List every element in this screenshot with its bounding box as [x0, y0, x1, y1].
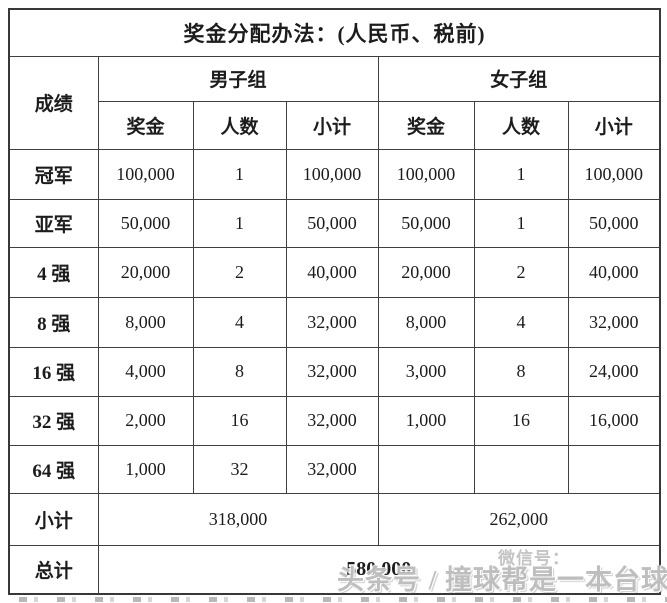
table-row-top8: 8 强 8,000 4 32,000 8,000 4 32,000: [8, 296, 661, 348]
men-subtotal-cell: 32,000: [285, 395, 379, 446]
men-subtotal-cell: 32,000: [285, 346, 379, 397]
prize-distribution-table: 奖金分配办法：(人民币、税前) 成绩 男子组 女子组 奖金 人数 小计 奖金 人…: [8, 8, 662, 595]
women-prize-cell: 100,000: [377, 148, 475, 200]
women-prize-cell: 20,000: [377, 246, 475, 298]
men-subtotal-cell: 100,000: [285, 148, 379, 200]
women-count-cell: 1: [473, 148, 569, 200]
women-prize-cell: 50,000: [377, 198, 475, 248]
women-prize-cell: 3,000: [377, 346, 475, 397]
men-prize-cell: 1,000: [97, 444, 194, 494]
men-subtotal-cell: 50,000: [285, 198, 379, 248]
women-subtotal-cell: 50,000: [567, 198, 661, 248]
table-title: 奖金分配办法：(人民币、税前): [8, 8, 661, 57]
men-count-cell: 4: [192, 296, 287, 348]
men-prize-cell: 8,000: [97, 296, 194, 348]
women-count-cell: 16: [473, 395, 569, 446]
women-subtotal-cell: 32,000: [567, 296, 661, 348]
men-prize-cell: 100,000: [97, 148, 194, 200]
men-group-subtotal-cell: 318,000: [97, 492, 379, 546]
women-prize-cell: [377, 444, 475, 494]
men-subtotal-cell: 32,000: [285, 296, 379, 348]
men-count-cell: 8: [192, 346, 287, 397]
women-count-cell: [473, 444, 569, 494]
women-group-header: 女子组: [377, 55, 661, 102]
men-subtotal-header: 小计: [285, 100, 379, 150]
women-subtotal-cell: 100,000: [567, 148, 661, 200]
women-subtotal-header: 小计: [567, 100, 661, 150]
total-label-cell: 总计: [8, 544, 99, 595]
women-count-header: 人数: [473, 100, 569, 150]
men-count-header: 人数: [192, 100, 287, 150]
table-row-total: 总计 580,000: [8, 544, 661, 595]
score-column-header: 成绩: [8, 55, 99, 150]
table-row-subtotal: 小计 318,000 262,000: [8, 492, 661, 546]
rank-cell: 冠军: [8, 148, 99, 200]
women-count-cell: 2: [473, 246, 569, 298]
men-subtotal-cell: 32,000: [285, 444, 379, 494]
men-count-cell: 1: [192, 198, 287, 248]
men-count-cell: 32: [192, 444, 287, 494]
men-subtotal-cell: 40,000: [285, 246, 379, 298]
rank-cell: 16 强: [8, 346, 99, 397]
women-prize-header: 奖金: [377, 100, 475, 150]
women-count-cell: 1: [473, 198, 569, 248]
table-row-top4: 4 强 20,000 2 40,000 20,000 2 40,000: [8, 246, 661, 298]
men-prize-cell: 4,000: [97, 346, 194, 397]
table-row-runner-up: 亚军 50,000 1 50,000 50,000 1 50,000: [8, 198, 661, 248]
men-group-header: 男子组: [97, 55, 379, 102]
rank-cell: 亚军: [8, 198, 99, 248]
men-prize-cell: 2,000: [97, 395, 194, 446]
men-count-cell: 16: [192, 395, 287, 446]
women-count-cell: 4: [473, 296, 569, 348]
cropped-text-remnants: [0, 597, 667, 602]
men-count-cell: 2: [192, 246, 287, 298]
women-subtotal-cell: [567, 444, 661, 494]
subtotal-label-cell: 小计: [8, 492, 99, 546]
rank-cell: 8 强: [8, 296, 99, 348]
table-row-top16: 16 强 4,000 8 32,000 3,000 8 24,000: [8, 346, 661, 397]
women-subtotal-cell: 24,000: [567, 346, 661, 397]
women-group-subtotal-cell: 262,000: [377, 492, 661, 546]
men-count-cell: 1: [192, 148, 287, 200]
table-row-top64: 64 强 1,000 32 32,000: [8, 444, 661, 494]
men-prize-cell: 20,000: [97, 246, 194, 298]
women-subtotal-cell: 16,000: [567, 395, 661, 446]
men-prize-cell: 50,000: [97, 198, 194, 248]
women-subtotal-cell: 40,000: [567, 246, 661, 298]
men-prize-header: 奖金: [97, 100, 194, 150]
rank-cell: 64 强: [8, 444, 99, 494]
women-prize-cell: 1,000: [377, 395, 475, 446]
rank-cell: 32 强: [8, 395, 99, 446]
table-row-top32: 32 强 2,000 16 32,000 1,000 16 16,000: [8, 395, 661, 446]
grand-total-cell: 580,000: [97, 544, 661, 595]
women-prize-cell: 8,000: [377, 296, 475, 348]
rank-cell: 4 强: [8, 246, 99, 298]
table-row-champion: 冠军 100,000 1 100,000 100,000 1 100,000: [8, 148, 661, 200]
women-count-cell: 8: [473, 346, 569, 397]
